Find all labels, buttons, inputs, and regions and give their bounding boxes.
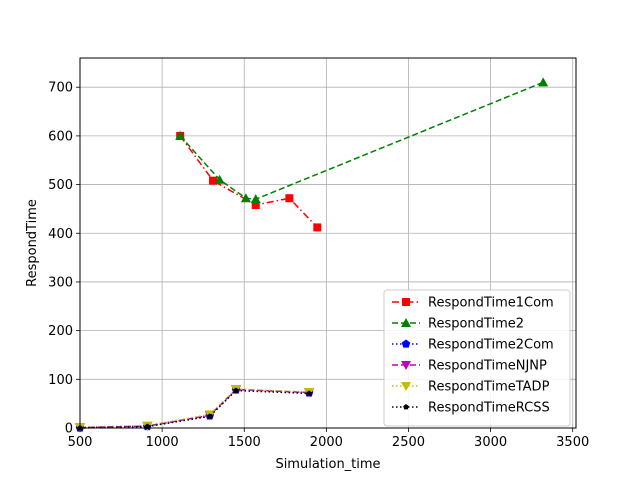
- x-tick-label: 500: [68, 435, 93, 450]
- y-tick-label: 400: [48, 227, 73, 242]
- legend-item: RespondTimeRCSS: [392, 401, 550, 416]
- series-RespondTimeTADP: [75, 385, 315, 433]
- y-tick-label: 500: [48, 178, 73, 193]
- legend-label: RespondTimeRCSS: [428, 401, 550, 416]
- series-lines: [75, 77, 549, 433]
- data-point: [240, 193, 251, 203]
- y-tick-label: 100: [48, 373, 73, 388]
- series-RespondTimeRCSS: [77, 387, 312, 431]
- series-RespondTime2: [175, 77, 549, 204]
- y-tick-label: 600: [48, 129, 73, 144]
- y-tick-label: 0: [65, 422, 73, 437]
- data-point: [214, 174, 225, 184]
- legend-marker: [401, 318, 411, 327]
- legend-box: [383, 289, 571, 427]
- legend-marker: [403, 404, 409, 410]
- legend-item: RespondTime1Com: [392, 296, 554, 311]
- legend-marker: [401, 339, 411, 348]
- series-line: [79, 389, 310, 429]
- series-line: [179, 81, 544, 200]
- series-RespondTimeNJNP: [75, 385, 315, 433]
- legend-item: RespondTime2Com: [392, 338, 554, 353]
- series-line: [79, 389, 310, 429]
- x-tick-label: 3500: [556, 435, 589, 450]
- data-point: [209, 176, 218, 185]
- legend-label: RespondTimeTADP: [428, 380, 550, 395]
- y-tick-label: 300: [48, 275, 73, 290]
- legend-label: RespondTime2: [428, 317, 524, 332]
- legend: RespondTime1Com RespondTime2 RespondTime2C…: [383, 289, 571, 427]
- grid-lines: [79, 58, 576, 429]
- series-line: [79, 388, 310, 429]
- plot-area-frame: [79, 57, 577, 429]
- x-axis-title: Simulation_time: [275, 457, 380, 472]
- x-tick-label: 3000: [474, 435, 507, 450]
- series-line: [179, 135, 318, 228]
- legend-label: RespondTime2Com: [428, 338, 554, 353]
- legend-item: RespondTime2: [392, 317, 524, 332]
- legend-item: RespondTimeTADP: [392, 380, 550, 395]
- y-tick-label: 200: [48, 324, 73, 339]
- legend-marker: [401, 382, 411, 391]
- data-point: [313, 223, 322, 232]
- data-point: [175, 130, 186, 140]
- legend-label: RespondTime1Com: [428, 296, 554, 311]
- x-tick-label: 2500: [392, 435, 425, 450]
- y-axis-title: RespondTime: [25, 199, 40, 287]
- legend-item: RespondTimeNJNP: [392, 359, 547, 374]
- axis-ticks: 500 1000 1500 2000 2500 3000 3500 0 100 200 300 400…: [48, 81, 589, 450]
- data-point: [306, 390, 312, 396]
- data-point: [206, 413, 213, 419]
- x-tick-label: 1000: [146, 435, 179, 450]
- data-point: [285, 194, 294, 203]
- data-point: [233, 387, 239, 393]
- data-point: [251, 201, 260, 210]
- data-point: [250, 194, 261, 204]
- legend-marker: [401, 361, 411, 370]
- x-tick-label: 2000: [310, 435, 343, 450]
- legend-label: RespondTimeNJNP: [428, 359, 547, 374]
- legend-marker: [402, 298, 410, 306]
- data-point: [538, 77, 549, 87]
- x-tick-label: 1500: [228, 435, 261, 450]
- series-line: [79, 388, 310, 428]
- y-tick-label: 700: [48, 81, 73, 96]
